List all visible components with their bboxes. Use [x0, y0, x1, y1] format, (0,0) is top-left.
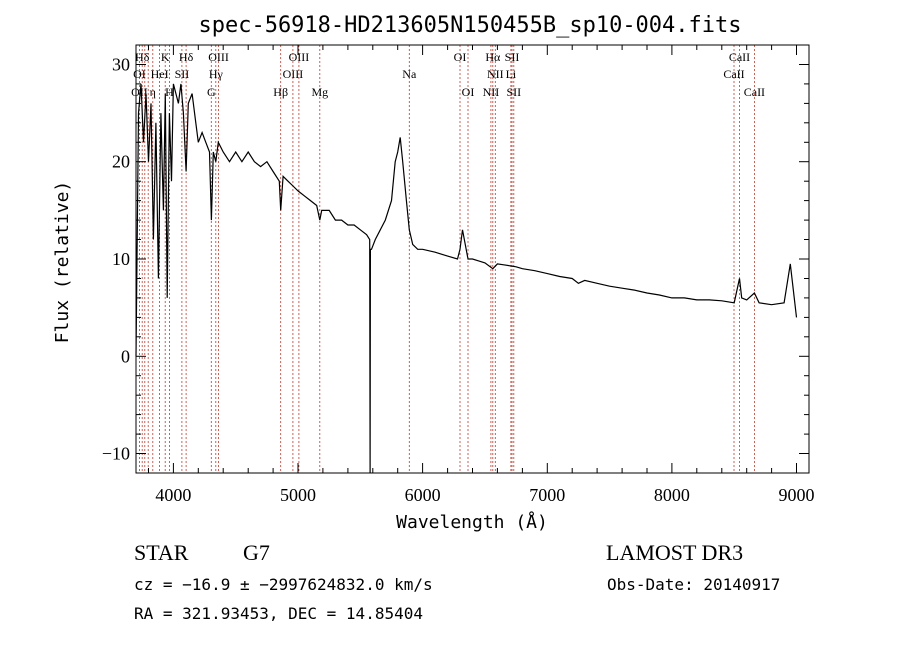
line-label: Hγ: [209, 67, 224, 81]
line-label: H: [165, 85, 174, 99]
x-tick-label: 9000: [779, 485, 815, 505]
line-label: NII: [487, 67, 504, 81]
object-class: STAR: [134, 540, 189, 565]
line-label: Hβ: [273, 85, 288, 99]
line-label: Hδ: [135, 50, 150, 64]
redshift-readout: cz = −16.9 ± −2997624832.0 km/s: [134, 575, 433, 594]
line-label: Hδ: [179, 50, 194, 64]
line-label: SII: [505, 50, 520, 64]
coordinates-readout: RA = 321.93453, DEC = 14.85404: [134, 604, 423, 623]
x-tick-label: 5000: [280, 485, 316, 505]
line-label: HeI: [151, 67, 169, 81]
x-tick-label: 8000: [654, 485, 690, 505]
survey-name: LAMOST DR3: [606, 540, 743, 565]
line-label: K: [161, 50, 170, 64]
line-label: OII: [131, 85, 148, 99]
line-label: Mg: [311, 85, 328, 99]
line-label: Na: [402, 67, 417, 81]
line-label: SII: [175, 67, 190, 81]
y-tick-label: 30: [112, 55, 130, 75]
line-label: CaII: [729, 50, 750, 64]
line-label: OIII: [208, 50, 229, 64]
y-tick-label: 0: [121, 346, 130, 366]
line-label: OI: [454, 50, 467, 64]
line-label: η: [150, 85, 156, 99]
y-axis-label: Flux (relative): [52, 181, 73, 344]
x-tick-label: 6000: [405, 485, 441, 505]
x-axis-ticks: 4000 5000 6000 7000 8000 9000: [148, 45, 815, 505]
spectrum-line: [135, 83, 798, 474]
x-tick-label: 4000: [155, 485, 191, 505]
object-subclass: G7: [243, 540, 270, 565]
line-label: OIII: [283, 67, 304, 81]
y-tick-label: 20: [112, 152, 130, 172]
line-label: Hα: [485, 50, 501, 64]
x-tick-label: 7000: [529, 485, 565, 505]
line-label: OI: [133, 67, 146, 81]
y-tick-label: −10: [102, 444, 130, 464]
chart-title: spec-56918-HD213605N150455B_sp10-004.fit…: [198, 13, 741, 38]
line-label: SII: [506, 85, 521, 99]
spectral-line-labels: Hδ K Hδ OIII OIII OI Hα SII CaII OI HeI SII Hγ OIII Na…: [131, 50, 765, 99]
spectral-line-markers: [138, 45, 755, 473]
observation-date: Obs-Date: 20140917: [607, 575, 780, 594]
y-tick-label: 10: [112, 249, 130, 269]
line-label: Li: [506, 67, 517, 81]
line-label: OIII: [289, 50, 310, 64]
line-label: CaII: [723, 67, 744, 81]
y-axis-ticks: −10 0 10 20 30: [102, 55, 809, 464]
x-axis-label: Wavelength (Å): [396, 511, 548, 533]
line-label: G: [207, 85, 216, 99]
line-label: OI: [462, 85, 475, 99]
line-label: NII: [483, 85, 500, 99]
line-label: CaII: [744, 85, 765, 99]
